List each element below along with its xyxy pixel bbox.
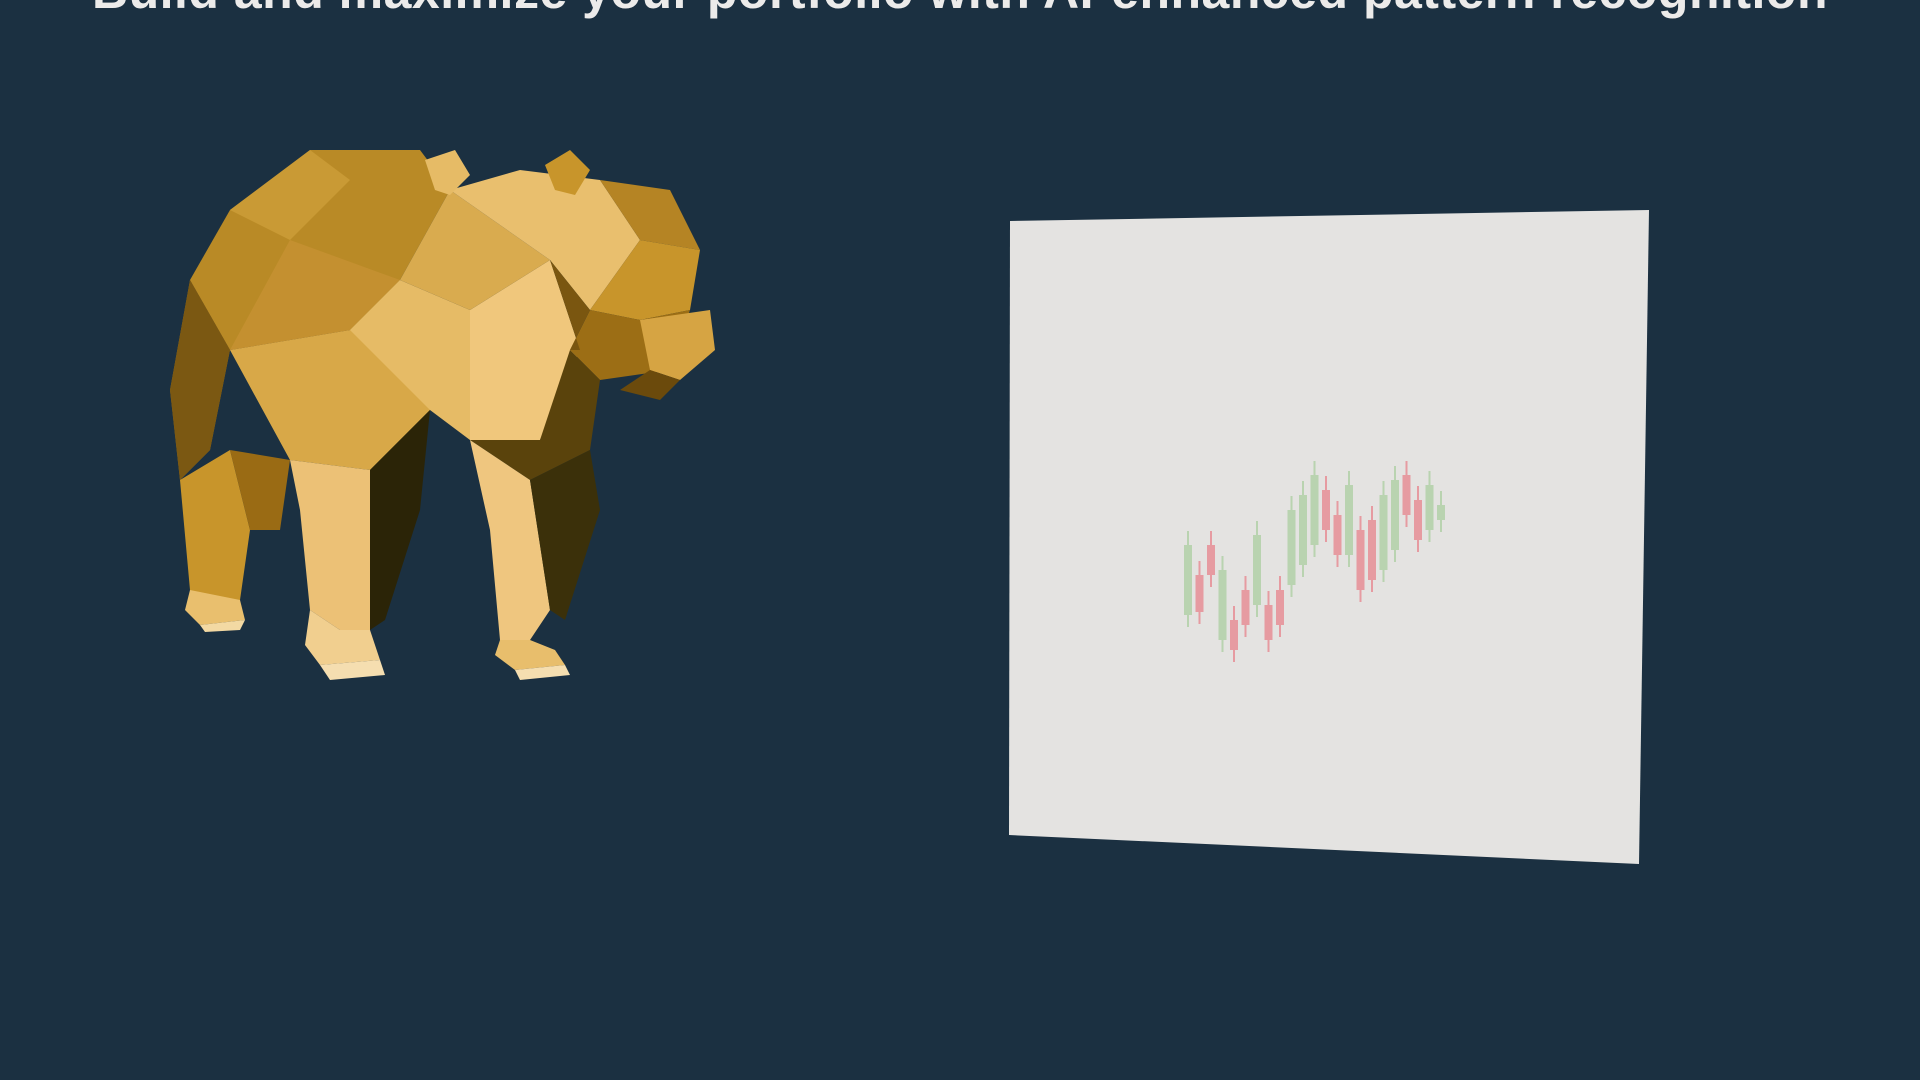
candle-body: [1253, 535, 1261, 605]
candle-body: [1218, 570, 1227, 640]
candle-body: [1184, 545, 1192, 615]
candle-body: [1322, 490, 1330, 530]
chart-panel: [1009, 210, 1649, 864]
candle-body: [1276, 590, 1284, 625]
candle-body: [1379, 495, 1388, 570]
candle-body: [1368, 520, 1376, 580]
candle-body: [1345, 485, 1353, 555]
candle-body: [1195, 575, 1204, 612]
candle-body: [1310, 475, 1319, 545]
candle-body: [1241, 590, 1250, 625]
candle-body: [1437, 505, 1445, 520]
candle-body: [1356, 530, 1365, 590]
candle-body: [1414, 500, 1422, 540]
candle-body: [1333, 515, 1342, 555]
candle-body: [1287, 510, 1296, 585]
headline: Build and maximize your portfolio with A…: [0, 0, 1920, 20]
candle-body: [1230, 620, 1238, 650]
candle-body: [1264, 605, 1273, 640]
candle-body: [1425, 485, 1434, 530]
candle-body: [1207, 545, 1215, 575]
candle-body: [1299, 495, 1307, 565]
candle-body: [1391, 480, 1399, 550]
bear-icon: [170, 150, 715, 680]
candle-body: [1402, 475, 1411, 515]
